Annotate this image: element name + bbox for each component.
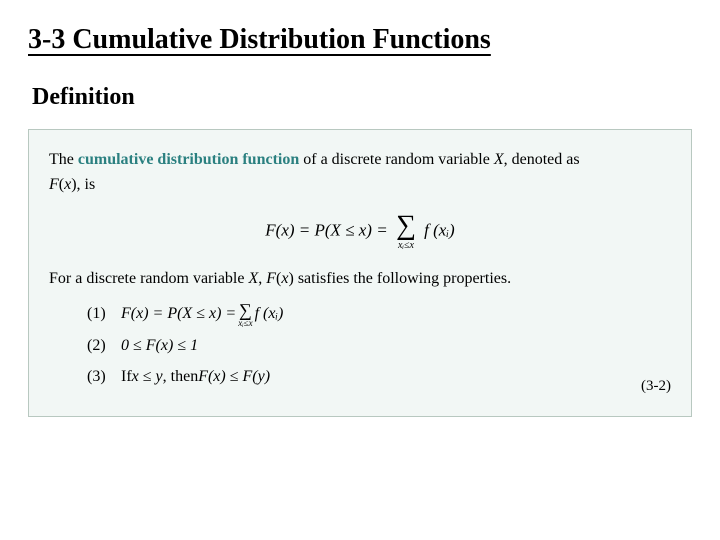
p1-sum-sub: xᵢ≤x [238, 319, 252, 328]
pi-c: F [266, 270, 276, 287]
properties-list: (1) F(x) = P(X ≤ x) = ∑ xᵢ≤x f (xᵢ) (2) … [49, 301, 671, 390]
property-2: (2) 0 ≤ F(x) ≤ 1 [87, 334, 671, 359]
pi-var: X [248, 270, 258, 287]
p3-c: , then [163, 365, 199, 390]
property-1: (1) F(x) = P(X ≤ x) = ∑ xᵢ≤x f (xᵢ) [87, 301, 671, 328]
pi-a: For a discrete random variable [49, 270, 248, 287]
sigma-icon: ∑ [396, 212, 416, 240]
section-title: 3-3 Cumulative Distribution Functions [28, 24, 692, 56]
lead-var: X [494, 151, 504, 168]
p3-num: (3) [87, 365, 121, 390]
term-cdf: cumulative distribution function [78, 151, 299, 168]
definition-box: The cumulative distribution function of … [28, 129, 692, 417]
definition-heading: Definition [28, 84, 692, 111]
lead-sentence: The cumulative distribution function of … [49, 148, 671, 198]
formula-lhs: F(x) = P(X ≤ x) = [265, 220, 392, 239]
summation: ∑ xᵢ≤x [396, 212, 416, 251]
lead-pre: The [49, 151, 78, 168]
sum-subscript: xᵢ≤x [398, 241, 414, 251]
p1-summation: ∑ xᵢ≤x [238, 301, 252, 328]
lead2-F: F [49, 176, 59, 193]
property-3: (3) If x ≤ y , then F(x) ≤ F(y) [87, 365, 671, 390]
lead-post-a: of a discrete random variable [299, 151, 494, 168]
p1-num: (1) [87, 302, 121, 327]
formula-rhs: f (xᵢ) [424, 220, 455, 239]
main-formula: F(x) = P(X ≤ x) = ∑ xᵢ≤x f (xᵢ) [49, 212, 671, 251]
p1-b: f (xᵢ) [255, 302, 284, 327]
sigma-icon: ∑ [239, 301, 252, 319]
lead2-rest: ), is [71, 176, 95, 193]
equation-number: (3-2) [641, 375, 671, 398]
lead-post-b: , denoted as [504, 151, 580, 168]
p1-a: F(x) = P(X ≤ x) = [121, 302, 236, 327]
p3-b: x ≤ y [132, 365, 163, 390]
pi-f: ) satisfies the following properties. [288, 270, 511, 287]
properties-intro: For a discrete random variable X, F(x) s… [49, 267, 671, 292]
p3-a: If [121, 365, 132, 390]
p2-text: 0 ≤ F(x) ≤ 1 [121, 334, 198, 359]
p2-num: (2) [87, 334, 121, 359]
p3-d: F(x) ≤ F(y) [198, 365, 270, 390]
